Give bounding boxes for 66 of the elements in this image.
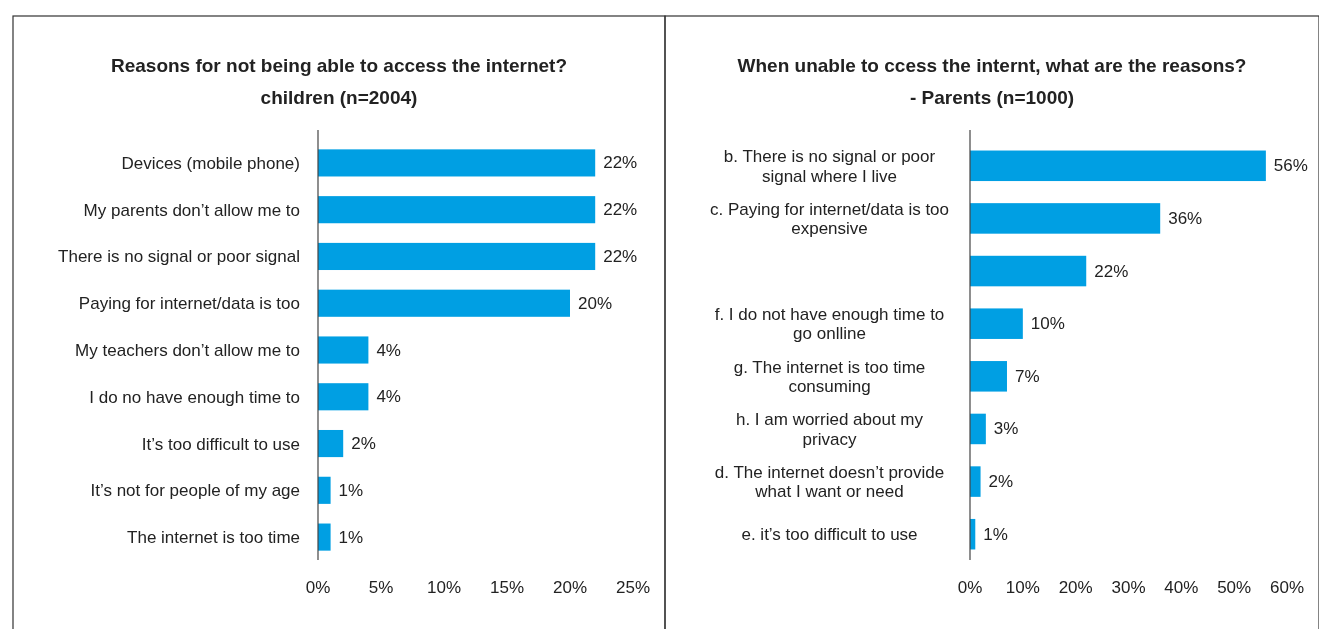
y-tick-label: There is no signal or poor signal [58, 246, 300, 266]
bar [970, 308, 1023, 339]
data-label: 1% [983, 524, 1008, 544]
data-label: 2% [988, 472, 1014, 492]
y-tick-label: Devices (mobile phone) [121, 153, 300, 173]
y-tick-label: c. Paying for internet/data is too expensive [709, 199, 950, 238]
chart-title: When unable to ccess the internt, what are the reasons? [737, 55, 1247, 76]
data-label: 22% [1094, 261, 1129, 281]
x-tick-label: 60% [1269, 578, 1305, 597]
x-tick-label: 10% [426, 578, 462, 597]
y-tick-label: f. I do not have enough time to go onlline [714, 304, 945, 343]
chart-subtitle: children (n=2004) [260, 87, 418, 108]
y-tick-label: The internet is too time [127, 527, 300, 547]
bar [970, 466, 981, 497]
bar [318, 383, 369, 411]
data-label: 22% [603, 246, 638, 266]
bar [318, 196, 596, 224]
data-label: 36% [1168, 208, 1203, 228]
bar [318, 149, 596, 177]
y-tick-label: h. I am worried about my privacy [735, 409, 924, 449]
data-label: 20% [578, 293, 613, 313]
data-label: 2% [351, 434, 376, 454]
x-tick-label: 30% [1111, 578, 1146, 597]
bar [318, 242, 596, 271]
y-tick-label: It’s not for people of my age [90, 480, 300, 500]
x-tick-label: 10% [1005, 578, 1040, 597]
x-tick-label: 0% [305, 578, 331, 597]
data-label: 7% [1014, 366, 1040, 386]
bar [318, 336, 369, 364]
y-tick-label: b. There is no signal or poor signal where I live [723, 146, 936, 186]
chart-subtitle: - Parents (n=1000) [909, 87, 1075, 108]
data-label: 4% [376, 387, 401, 407]
x-tick-label: 20% [1058, 578, 1093, 597]
data-label: 10% [1030, 314, 1065, 334]
x-tick-label: 0% [957, 578, 983, 597]
y-tick-label: d. The internet doesn’t provide what I want or need [714, 462, 945, 501]
bar [970, 150, 1266, 182]
bar [318, 523, 331, 551]
bar [318, 429, 344, 458]
chart-title: Reasons for not being able to access the internet? [110, 55, 568, 76]
data-label: 3% [993, 419, 1019, 439]
y-tick-label: It’s too difficult to use [141, 434, 300, 454]
x-tick-label: 25% [615, 578, 651, 597]
data-label: 22% [603, 200, 638, 220]
y-tick-label: My parents don’t allow me to [83, 200, 300, 220]
bar [970, 203, 1161, 234]
data-label: 1% [338, 480, 364, 500]
x-tick-label: 5% [368, 578, 394, 597]
bar [970, 413, 986, 445]
x-tick-label: 40% [1164, 578, 1199, 597]
bar [970, 255, 1087, 287]
bar [318, 289, 570, 317]
bar [970, 361, 1007, 392]
bar [318, 476, 331, 504]
x-tick-label: 20% [552, 578, 588, 597]
y-tick-label: g. The internet is too time consuming [733, 357, 926, 396]
x-tick-label: 15% [489, 578, 525, 597]
data-label: 4% [376, 340, 401, 360]
y-tick-label: I do no have enough time to [89, 387, 300, 407]
y-tick-label: Paying for internet/data is too [78, 293, 300, 313]
data-label: 22% [603, 153, 638, 173]
data-label: 1% [338, 527, 364, 547]
y-tick-label: e. it’s too difficult to use [741, 524, 918, 544]
x-tick-label: 50% [1217, 578, 1252, 597]
y-tick-label: My teachers don’t allow me to [75, 340, 300, 360]
data-label: 56% [1273, 156, 1308, 176]
